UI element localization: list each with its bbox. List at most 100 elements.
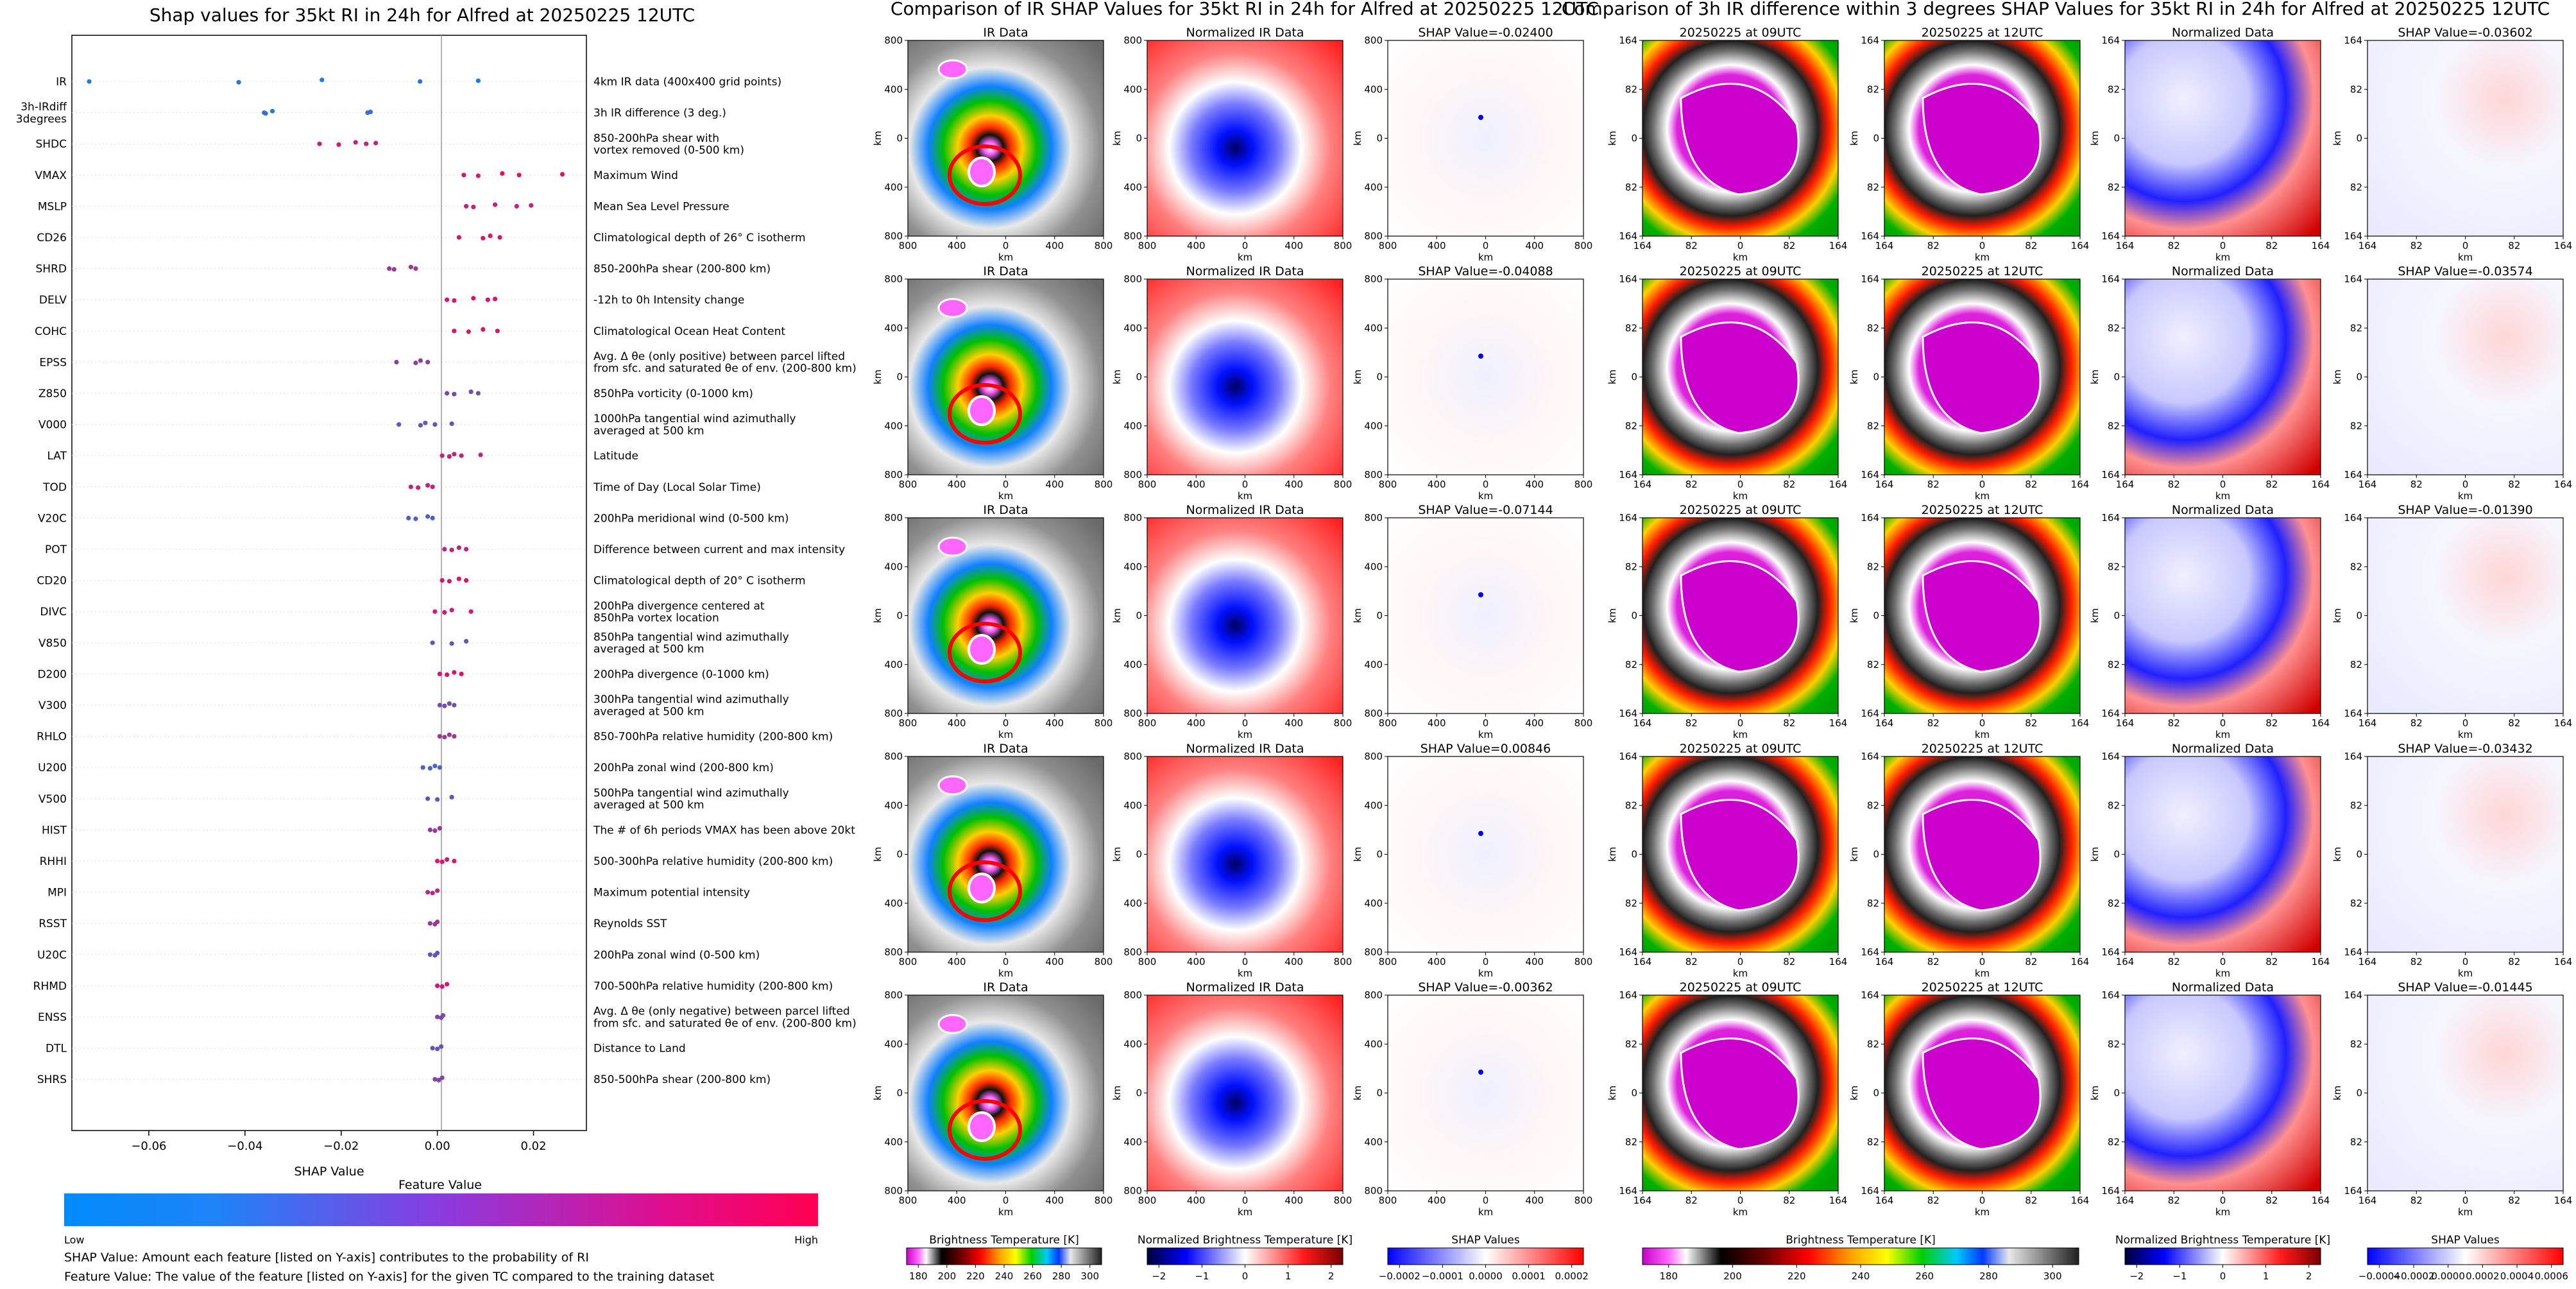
panel-title: 20250225 at 09UTC — [1680, 742, 1802, 756]
colorbar-tick-label: 0.0004 — [2500, 1270, 2534, 1282]
feature-name-label: SHRD — [36, 263, 67, 276]
x-tick-label: −0.04 — [227, 1140, 262, 1153]
y-tick-label: 164 — [1619, 1185, 1637, 1197]
y-tick-label: 164 — [2344, 1185, 2362, 1197]
y-axis-label: km — [1607, 1086, 1618, 1100]
feature-name-label: MPI — [47, 887, 67, 900]
image-panel: Normalized Data1641648282008282164164kmk… — [2089, 264, 2330, 502]
x-tick-label: 400 — [1284, 717, 1303, 729]
y-tick-label: 82 — [2350, 182, 2362, 193]
convective-cell — [937, 775, 968, 796]
y-tick-label: 82 — [2108, 182, 2120, 193]
image-panel: Normalized Data1641648282008282164164kmk… — [2089, 980, 2330, 1218]
x-axis-label: km — [1478, 1206, 1493, 1218]
image-panel: 20250225 at 09UTC1641648282008282164164k… — [1607, 264, 1847, 502]
feature-description-label: 200hPa zonal wind (200-800 km) — [593, 762, 774, 774]
image-panel: Normalized Data1641648282008282164164kmk… — [2089, 503, 2330, 740]
feature-description-label: 200hPa zonal wind (0-500 km) — [593, 949, 760, 962]
y-tick-label: 0 — [2356, 610, 2362, 622]
y-tick-label: 164 — [2101, 708, 2120, 719]
x-axis-label: km — [2458, 729, 2473, 740]
y-axis-label: km — [2332, 847, 2343, 862]
shap-point — [427, 952, 433, 957]
panel-title: Normalized Data — [2172, 503, 2274, 517]
panel-title: SHAP Value=0.00846 — [1420, 742, 1551, 756]
image-field — [2125, 40, 2321, 236]
x-tick-label: 800 — [1379, 479, 1397, 490]
x-tick-label: 164 — [1875, 240, 1894, 252]
shap-point — [427, 765, 433, 771]
storm-eye — [968, 873, 996, 903]
convective-cell — [937, 59, 968, 80]
feature-value-colorbar — [64, 1193, 818, 1226]
image-field — [1147, 279, 1343, 475]
panel-title: Normalized Data — [2172, 26, 2274, 40]
image-grids: IR Data80080040040000400400800800kmkmNor… — [872, 26, 2572, 1218]
y-tick-label: 0 — [1136, 849, 1142, 860]
image-panel: 20250225 at 09UTC1641648282008282164164k… — [1607, 26, 1847, 263]
y-axis-label: km — [1607, 131, 1618, 146]
colorbar-title: Feature Value — [398, 1178, 482, 1192]
y-tick-label: 164 — [2344, 230, 2362, 242]
feature-name-label: 3h-IRdiff 3degrees — [16, 101, 68, 126]
y-tick-label: 400 — [884, 420, 903, 432]
shap-point — [452, 329, 457, 334]
x-tick-label: 400 — [1284, 479, 1303, 490]
x-tick-label: 800 — [1574, 956, 1593, 968]
feature-description-label: Distance to Land — [593, 1043, 686, 1055]
shap-point — [475, 391, 481, 396]
shap-point — [449, 608, 454, 613]
x-tick-label: 800 — [1379, 956, 1397, 968]
x-tick-label: 164 — [2071, 717, 2090, 729]
y-tick-label: 164 — [1861, 946, 1879, 958]
x-tick-label: 82 — [2025, 479, 2037, 490]
feature-description-label: 700-500hPa relative humidity (200-800 km… — [593, 980, 833, 993]
y-tick-label: 164 — [1619, 708, 1637, 719]
shap-point — [452, 858, 457, 864]
y-tick-label: 400 — [1364, 1136, 1383, 1148]
x-tick-label: 82 — [1685, 717, 1698, 729]
colorbar-tick-label: 260 — [1915, 1270, 1934, 1282]
x-tick-label: 82 — [2025, 717, 2037, 729]
image-panel: 20250225 at 09UTC1641648282008282164164k… — [1607, 980, 1847, 1218]
y-tick-label: 164 — [2101, 35, 2120, 46]
shap-point — [425, 482, 431, 488]
x-tick-label: 82 — [2025, 956, 2037, 968]
shap-hotspot — [1478, 1070, 1483, 1075]
x-tick-label: 164 — [2116, 479, 2135, 490]
y-tick-label: 800 — [1364, 230, 1383, 242]
y-tick-label: 164 — [1619, 989, 1637, 1001]
colorbar-tick-label: 0.0002 — [2466, 1270, 2500, 1282]
shap-point — [425, 796, 431, 801]
feature-description-label: Maximum potential intensity — [593, 887, 750, 900]
x-tick-label: 0 — [1003, 1195, 1009, 1206]
shap-feature-rows: IR 4km IR data (400x400 grid points) 3h-IR… — [16, 76, 857, 1086]
shap-point — [466, 329, 471, 334]
x-tick-label: 800 — [1138, 1195, 1157, 1206]
x-tick-label: 164 — [2358, 956, 2377, 968]
shap-point — [373, 141, 379, 146]
x-tick-label: 82 — [1783, 717, 1795, 729]
image-field — [908, 995, 1104, 1191]
shap-point — [475, 78, 481, 83]
y-tick-label: 164 — [1861, 469, 1879, 481]
shap-point — [432, 1077, 438, 1082]
y-tick-label: 164 — [2344, 273, 2362, 285]
shap-point — [430, 1046, 435, 1051]
feature-name-label: VMAX — [35, 169, 67, 182]
y-tick-label: 800 — [1364, 708, 1383, 719]
x-tick-label: 800 — [899, 956, 917, 968]
image-field — [1147, 995, 1343, 1191]
y-axis-label: km — [2332, 1086, 2343, 1100]
image-field — [1147, 518, 1343, 713]
y-tick-label: 0 — [1873, 133, 1879, 144]
x-tick-label: 164 — [2358, 1195, 2377, 1206]
image-panel: Normalized IR Data8008004004000040040080… — [1111, 742, 1352, 979]
cold-cloud-top — [1680, 799, 1800, 912]
y-tick-label: 800 — [1123, 230, 1142, 242]
y-tick-label: 82 — [1867, 182, 1879, 193]
x-tick-label: 82 — [2410, 956, 2423, 968]
colorbar-tick-label: 280 — [1052, 1270, 1071, 1282]
x-tick-label: 164 — [2116, 717, 2135, 729]
y-tick-label: 400 — [1123, 898, 1142, 909]
